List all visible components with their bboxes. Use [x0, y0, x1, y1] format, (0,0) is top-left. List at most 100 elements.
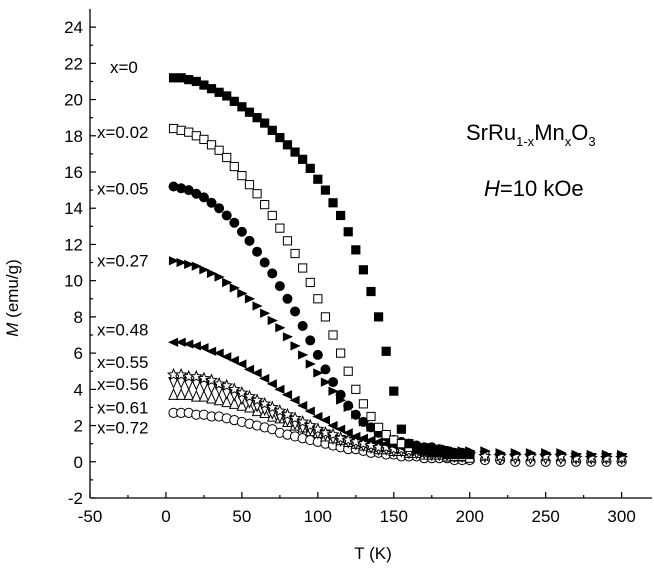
data-point [312, 411, 323, 422]
data-point [480, 446, 491, 456]
x-tick-label: 150 [380, 507, 408, 526]
data-point [252, 246, 263, 257]
y-tick-label: 8 [74, 308, 83, 327]
data-point [274, 281, 285, 292]
data-point [541, 448, 552, 458]
y-tick-label: 18 [64, 127, 83, 146]
data-point [298, 154, 308, 164]
y-tick-label: -2 [68, 489, 83, 508]
data-point [419, 446, 429, 456]
series-x-0-55 [166, 367, 629, 464]
data-point [222, 277, 233, 288]
data-point [252, 301, 263, 311]
data-point [341, 433, 355, 446]
data-point [205, 346, 217, 356]
data-point [335, 424, 346, 434]
data-point [525, 448, 537, 458]
data-point [290, 248, 300, 259]
data-point [305, 163, 315, 173]
data-point [168, 123, 179, 134]
y-tick-label: 12 [64, 235, 83, 254]
y-tick-label: 16 [64, 163, 83, 182]
data-point [183, 185, 194, 196]
data-point [289, 395, 300, 405]
data-point [282, 140, 293, 150]
x-tick-label: 200 [456, 507, 484, 526]
data-point [189, 369, 203, 383]
data-point [396, 439, 406, 449]
data-point [465, 449, 475, 460]
formula-annotation: SrRu1-xMnxO3 [466, 120, 596, 149]
data-point [457, 449, 467, 460]
data-point [267, 268, 278, 279]
data-point [206, 84, 217, 94]
data-point [404, 439, 414, 449]
formula-sub1: 1-x [516, 134, 535, 149]
data-point [168, 181, 179, 192]
data-point [320, 312, 331, 322]
data-point [206, 197, 217, 208]
data-point [168, 73, 179, 83]
data-point [267, 210, 277, 221]
data-point [183, 387, 195, 400]
y-tick-label: 6 [74, 344, 83, 363]
data-point [305, 359, 316, 369]
data-point [191, 261, 202, 271]
data-point [244, 107, 255, 117]
data-point [222, 152, 232, 163]
data-point [260, 118, 270, 128]
data-point [221, 395, 233, 408]
series-label: x=0.55 [97, 353, 149, 372]
formula-end: O [571, 120, 588, 145]
data-point [221, 352, 232, 362]
x-tick-label: 0 [161, 507, 170, 526]
data-point [237, 288, 248, 298]
data-point [191, 76, 201, 87]
data-point [336, 348, 346, 358]
data-point [222, 91, 232, 101]
data-point [366, 422, 376, 433]
data-point [282, 293, 293, 304]
data-point [366, 411, 376, 422]
data-point [617, 449, 628, 460]
data-point [442, 449, 452, 460]
x-tick-label: 100 [304, 507, 332, 526]
data-point [174, 367, 188, 381]
y-tick-label: 2 [74, 417, 83, 436]
data-point [357, 433, 369, 443]
data-point [275, 132, 285, 143]
data-point [176, 183, 187, 194]
data-point [305, 277, 315, 288]
axis-ticks: -50 0 50 100 150 200 250 300-202468101214161820… [64, 18, 636, 526]
data-point [381, 346, 391, 356]
y-tick-label: 10 [64, 272, 83, 291]
data-point [244, 180, 255, 190]
series-label: x=0 [110, 58, 138, 77]
series-label: x=0.56 [97, 375, 149, 394]
data-point [199, 265, 210, 275]
field-text: =10 kOe [500, 176, 584, 201]
data-point [320, 185, 331, 195]
field-symbol: H [484, 176, 500, 201]
data-point [176, 125, 186, 135]
data-point [328, 330, 338, 340]
data-point [266, 379, 277, 389]
data-point [298, 350, 309, 360]
data-point [183, 339, 194, 349]
formula-sub3: 3 [588, 134, 595, 149]
data-point [372, 437, 384, 447]
data-point [190, 341, 201, 351]
data-point [229, 161, 239, 172]
data-point [282, 236, 293, 246]
data-point [373, 312, 384, 322]
data-point [275, 223, 285, 233]
data-point [601, 449, 613, 460]
y-tick-label: 24 [64, 18, 83, 37]
data-point [213, 348, 224, 358]
data-point [350, 431, 361, 442]
data-point [556, 448, 567, 458]
y-axis-label-symbol: M [3, 322, 22, 337]
data-point [297, 401, 308, 411]
data-point [320, 377, 332, 387]
